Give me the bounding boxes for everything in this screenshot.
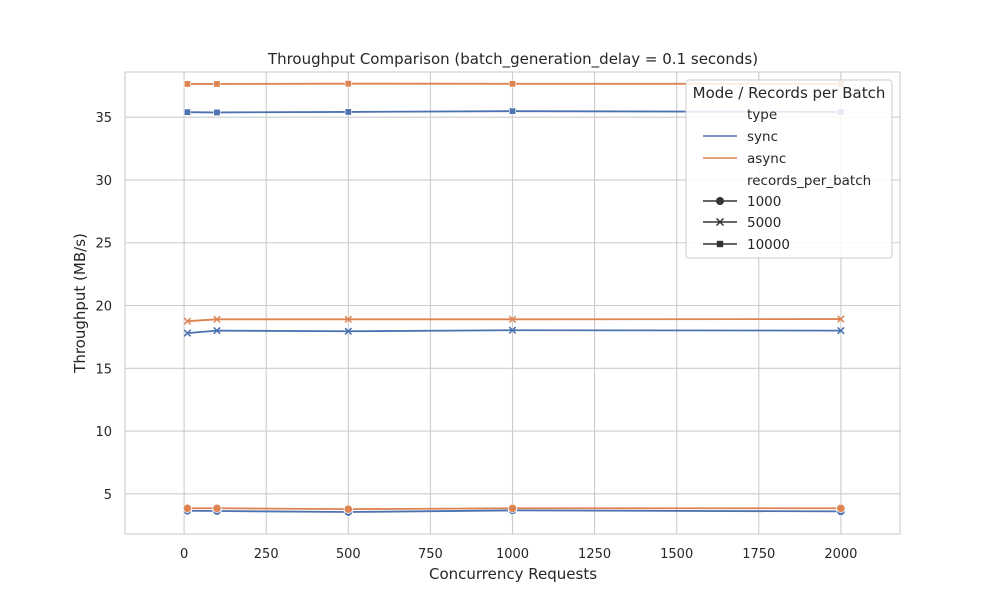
x-tick-label: 1500 — [660, 547, 693, 562]
legend-10000-label: 10000 — [747, 237, 790, 253]
legend-sync-label: sync — [747, 129, 778, 145]
legend-records-heading: records_per_batch — [747, 173, 871, 189]
axis-ticks: 0 250 500 750 1000 1250 1500 1750 2000 5 10 15 20 25 3… — [95, 111, 857, 562]
series-sync-5000 — [183, 326, 845, 337]
data-point-square — [213, 80, 221, 88]
legend-10000-square-marker — [716, 240, 724, 248]
x-axis-label: Concurrency Requests — [429, 565, 597, 583]
y-axis-label: Throughput (MB/s) — [71, 233, 89, 374]
data-point-square — [344, 108, 352, 116]
y-tick-label: 25 — [95, 237, 112, 252]
data-point-square — [344, 80, 352, 88]
series-async-1000 — [182, 503, 846, 514]
x-tick-label: 1250 — [578, 547, 611, 562]
data-point-x — [837, 326, 845, 335]
data-point-square — [508, 80, 516, 88]
x-tick-label: 0 — [180, 547, 188, 562]
data-point-square — [508, 107, 516, 115]
y-tick-label: 15 — [95, 362, 112, 377]
data-point-x — [344, 327, 353, 335]
data-point-x — [183, 329, 192, 337]
series-async-5000 — [183, 315, 845, 325]
legend: Mode / Records per Batch type sync async… — [685, 79, 893, 259]
legend-title: Mode / Records per Batch — [693, 84, 886, 102]
data-point-circle — [507, 503, 518, 513]
x-tick-label: 500 — [336, 547, 361, 562]
data-point-square — [183, 108, 191, 116]
legend-1000-label: 1000 — [747, 194, 781, 210]
data-point-x — [837, 315, 845, 323]
y-tick-label: 20 — [95, 300, 112, 315]
y-tick-label: 5 — [104, 488, 112, 503]
x-tick-label: 2000 — [824, 547, 857, 562]
x-tick-label: 250 — [254, 547, 279, 562]
data-point-x — [213, 326, 221, 335]
legend-5000-x-marker — [715, 217, 725, 227]
legend-async-label: async — [747, 151, 786, 167]
y-tick-label: 10 — [95, 425, 112, 440]
series-lines — [182, 80, 846, 517]
legend-5000-label: 5000 — [747, 215, 781, 231]
data-point-circle — [212, 503, 222, 513]
x-tick-label: 750 — [418, 547, 443, 562]
plot-frame — [124, 71, 901, 535]
legend-box — [685, 79, 893, 259]
data-point-x — [508, 315, 517, 324]
y-tick-label: 30 — [95, 174, 112, 189]
data-point-x — [213, 315, 221, 324]
data-point-square — [183, 80, 191, 88]
data-point-x — [508, 326, 517, 334]
y-tick-label: 35 — [95, 111, 112, 126]
data-point-x — [183, 317, 192, 325]
data-point-circle — [182, 503, 192, 513]
x-tick-label: 1750 — [742, 547, 775, 562]
data-point-circle — [343, 504, 353, 514]
x-tick-label: 1000 — [496, 547, 529, 562]
data-point-circle — [836, 503, 846, 513]
data-point-square — [213, 108, 221, 116]
chart-title: Throughput Comparison (batch_generation_… — [267, 50, 758, 69]
legend-1000-circle-marker — [716, 197, 724, 205]
data-point-x — [344, 315, 353, 324]
legend-type-heading: type — [747, 107, 777, 123]
